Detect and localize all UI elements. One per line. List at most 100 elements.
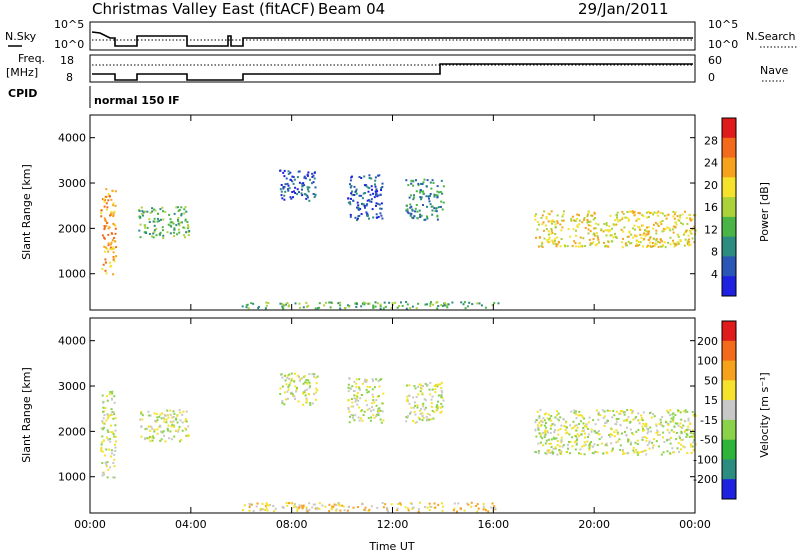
pixel	[612, 410, 615, 412]
pixel	[414, 421, 417, 424]
pixel	[549, 427, 552, 430]
pixel	[158, 219, 161, 222]
pixel	[573, 411, 576, 414]
pixel	[661, 220, 664, 222]
pixel	[537, 450, 540, 453]
pixel	[549, 451, 552, 454]
pixel	[621, 218, 624, 221]
pixel	[546, 417, 549, 420]
pixel	[556, 453, 559, 456]
colorbar-segment	[722, 256, 736, 277]
pixel	[301, 506, 304, 509]
pixel	[160, 417, 163, 420]
pixel	[280, 194, 283, 197]
pixel	[343, 509, 346, 512]
pixel	[629, 428, 632, 431]
pixel	[442, 399, 445, 402]
pixel	[649, 235, 652, 238]
pixel	[178, 425, 181, 428]
pixel	[592, 419, 595, 422]
pixel	[107, 244, 110, 247]
pixel	[378, 174, 381, 177]
pixel	[314, 194, 317, 197]
pixel	[103, 414, 106, 417]
pixel	[435, 207, 438, 210]
pixel	[426, 205, 428, 208]
pixel	[112, 204, 115, 207]
pixel	[106, 413, 109, 416]
pixel	[426, 383, 429, 386]
pixel	[409, 214, 412, 217]
pixel	[587, 221, 590, 224]
pixel	[261, 502, 264, 505]
pixel	[313, 196, 316, 199]
pixel	[414, 404, 417, 407]
pixel	[629, 443, 632, 446]
pixel	[574, 410, 577, 413]
pixel	[370, 410, 373, 413]
pixel	[138, 229, 141, 232]
pixel	[410, 205, 413, 208]
pixel	[146, 210, 149, 213]
pixel	[588, 445, 591, 448]
pixel	[349, 183, 351, 186]
pixel	[621, 210, 624, 213]
pixel	[107, 193, 110, 195]
pixel	[105, 395, 108, 398]
pixel	[559, 245, 562, 248]
pixel	[621, 450, 624, 453]
pixel	[375, 192, 378, 195]
pixel	[101, 394, 104, 397]
pixel	[179, 411, 182, 414]
pixel	[379, 207, 382, 210]
pixel	[648, 241, 651, 244]
noise-strip: N.Sky 10^5 10^0 10^5 10^0 N.Search	[5, 18, 798, 51]
pixel	[629, 409, 632, 411]
pixel	[582, 237, 585, 240]
pixel	[600, 436, 603, 439]
pixel	[606, 444, 609, 447]
pixel	[355, 188, 358, 191]
pixel	[600, 229, 603, 232]
pixel	[594, 423, 597, 426]
pixel	[431, 213, 434, 216]
pixel	[577, 245, 580, 248]
pixel	[670, 417, 673, 420]
pixel	[377, 412, 380, 414]
pixel	[371, 188, 373, 191]
pixel	[569, 440, 572, 443]
pixel	[575, 440, 578, 442]
pixel	[420, 214, 423, 217]
pixel	[369, 200, 371, 203]
pixel	[627, 451, 630, 454]
pixel	[690, 445, 692, 448]
pixel	[596, 431, 599, 434]
pixel	[623, 226, 626, 229]
pixel	[432, 182, 435, 184]
colorbar-tick-label: 200	[697, 335, 718, 348]
pixel	[658, 423, 661, 426]
pixel	[108, 393, 111, 396]
pixel	[245, 304, 248, 307]
pixel	[632, 433, 635, 436]
pixel	[377, 194, 380, 197]
pixel	[536, 410, 539, 413]
pixel	[406, 395, 409, 398]
pixel	[438, 191, 440, 194]
pixel	[290, 197, 293, 200]
pixel	[104, 258, 107, 261]
pixel	[157, 212, 159, 215]
pixel	[177, 209, 180, 212]
pixel	[312, 181, 315, 184]
pixel	[462, 303, 465, 306]
pixel	[441, 208, 444, 211]
pixel	[603, 425, 606, 427]
pixel	[140, 425, 143, 428]
pixel	[603, 415, 606, 418]
pixel	[184, 236, 187, 239]
pixel	[146, 427, 149, 430]
pixel	[114, 417, 117, 420]
pixel	[291, 180, 294, 183]
pixel	[363, 303, 366, 306]
pixel	[349, 186, 352, 189]
